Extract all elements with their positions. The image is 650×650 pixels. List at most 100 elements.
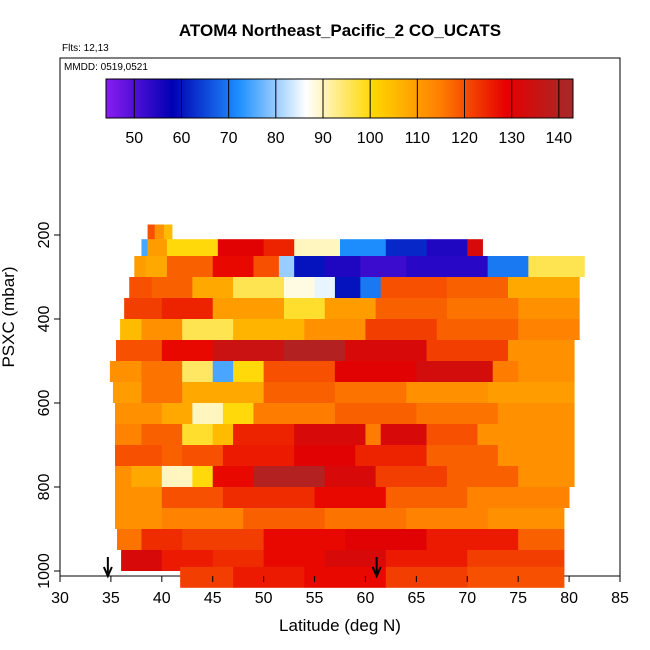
heatmap-cell xyxy=(114,424,142,445)
heatmap-cell xyxy=(182,382,265,403)
heatmap-cell xyxy=(385,550,468,571)
heatmap-cell xyxy=(222,445,295,466)
y-tick-label: 800 xyxy=(36,474,53,501)
heatmap-cell xyxy=(233,361,265,382)
heatmap-cell xyxy=(360,256,407,277)
x-tick-label: 30 xyxy=(51,590,69,607)
heatmap-cell xyxy=(294,256,326,277)
colorbar-tick-label: 100 xyxy=(357,130,384,147)
heatmap-cell xyxy=(380,277,448,298)
heatmap-cell xyxy=(324,508,407,529)
heatmap-cell xyxy=(154,224,165,246)
heatmap-cell xyxy=(263,550,326,571)
x-tick-label: 35 xyxy=(102,590,120,607)
heatmap-cell xyxy=(112,382,142,403)
heatmap-cell xyxy=(222,403,254,424)
heatmap-cell xyxy=(334,361,417,382)
heatmap-cell xyxy=(161,550,214,571)
heatmap-cell xyxy=(182,319,234,340)
x-tick-label: 75 xyxy=(509,590,527,607)
colorbar-tick-label: 70 xyxy=(220,130,238,147)
heatmap-cell xyxy=(426,340,509,361)
y-tick-label: 600 xyxy=(36,390,53,417)
heatmap-cell xyxy=(116,340,163,361)
heatmap-cell xyxy=(334,277,361,298)
y-tick-label: 200 xyxy=(36,222,53,249)
heatmap-cell xyxy=(192,466,214,487)
x-tick-label: 40 xyxy=(153,590,171,607)
heatmap-cell xyxy=(180,566,234,588)
heatmap-cell xyxy=(426,424,478,445)
dates-label: MMDD: 0519,0521 xyxy=(64,62,148,73)
colorbar: 50 60 70 80 90 100 110 120 130 140 xyxy=(105,78,574,147)
heatmap-cell xyxy=(518,361,575,382)
colorbar-ticks: 50 60 70 80 90 100 110 120 130 140 xyxy=(125,79,572,147)
colorbar-tick-label: 120 xyxy=(451,130,478,147)
heatmap-cell xyxy=(426,445,499,466)
heatmap-cell xyxy=(360,277,382,298)
heatmap-cell xyxy=(141,239,148,261)
heatmap-cell xyxy=(294,424,366,445)
x-axis-label: Latitude (deg N) xyxy=(279,616,401,635)
heatmap-cell xyxy=(467,487,570,508)
heatmap-cell xyxy=(487,382,575,403)
heatmap-cell xyxy=(212,424,234,445)
heatmap-cell xyxy=(192,277,234,298)
heatmap-cell xyxy=(182,529,265,550)
heatmap-cell xyxy=(114,445,163,466)
heatmap-cell xyxy=(141,361,183,382)
x-tick-label: 55 xyxy=(306,590,324,607)
heatmap-cell xyxy=(345,340,427,361)
heatmap-cell xyxy=(314,487,387,508)
heatmap-cell xyxy=(284,340,346,361)
heatmap-cell xyxy=(114,403,163,424)
colorbar-tick-label: 80 xyxy=(267,130,285,147)
heatmap-cell xyxy=(147,239,168,261)
x-tick-label: 65 xyxy=(407,590,425,607)
heatmap-cell xyxy=(182,445,224,466)
heatmap-cell xyxy=(406,508,489,529)
heatmap-cell xyxy=(253,466,326,487)
heatmap-cell xyxy=(114,487,163,508)
heatmap-cell xyxy=(161,340,214,361)
heatmap-cell xyxy=(120,319,142,340)
heatmap-cell xyxy=(161,466,193,487)
heatmap-cell xyxy=(141,529,183,550)
heatmap-cell xyxy=(212,340,285,361)
heatmap-cell xyxy=(518,298,580,319)
heatmap-cell xyxy=(161,403,193,424)
heatmap-cell xyxy=(166,239,219,261)
heatmap-cell xyxy=(212,466,254,487)
heatmap-cell xyxy=(109,361,142,382)
heatmap-cell xyxy=(233,319,305,340)
heatmap-cell xyxy=(355,445,427,466)
colorbar-tick-label: 90 xyxy=(314,130,332,147)
turn-marker-arrowhead xyxy=(371,566,382,579)
heatmap-cell xyxy=(314,277,336,298)
heatmap-cell xyxy=(263,239,295,261)
heatmap-cell xyxy=(340,239,387,261)
heatmap-cell xyxy=(528,256,585,277)
heatmap-cell xyxy=(324,550,387,571)
heatmap-cell xyxy=(385,487,468,508)
colorbar-tick-label: 110 xyxy=(405,130,431,147)
colorbar-gradient xyxy=(105,78,574,119)
heatmap-cell xyxy=(518,466,575,487)
heatmap-cell xyxy=(161,508,244,529)
x-tick-label: 85 xyxy=(611,590,629,607)
y-axis-label: PSXC (mbar) xyxy=(0,266,18,367)
heatmap-cell xyxy=(233,424,295,445)
x-tick-label: 80 xyxy=(560,590,578,607)
heatmap-cell xyxy=(416,403,499,424)
heatmap-cell xyxy=(467,550,565,571)
y-tick-label: 1000 xyxy=(36,553,53,589)
x-tick-label: 70 xyxy=(458,590,476,607)
heatmap-cell xyxy=(385,566,468,588)
heatmap-cell xyxy=(182,424,214,445)
heatmap-cell xyxy=(477,424,575,445)
heatmap-cell xyxy=(365,319,438,340)
heatmap-cell xyxy=(161,487,224,508)
heatmap-cell xyxy=(278,256,295,277)
chart-title: ATOM4 Northeast_Pacific_2 CO_UCATS xyxy=(179,21,501,40)
heatmap-cell xyxy=(406,382,489,403)
